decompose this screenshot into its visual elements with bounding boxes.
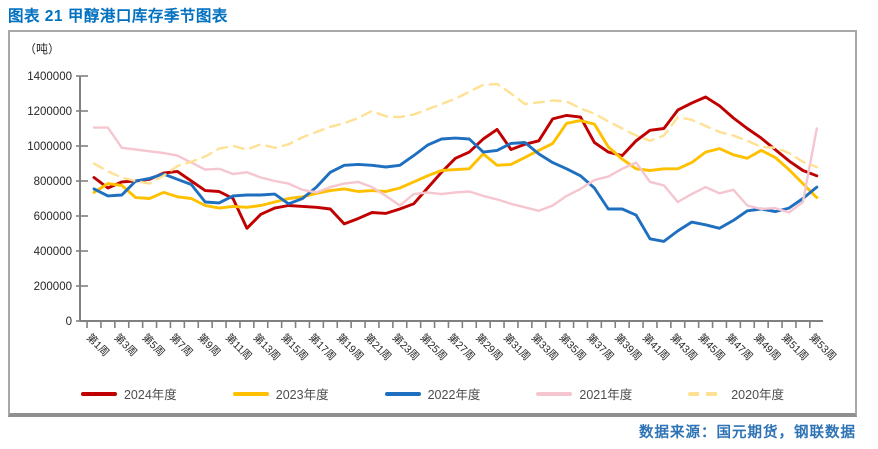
legend-item-2020: 2020年度 [688,384,784,403]
x-tick-label: 第15周 [278,331,310,363]
chart-frame: 0 200000 400000 600000 800000 1000000 1200000 1… [8,30,857,417]
legend-label-2020: 2020年度 [731,388,785,402]
series-line-2024年度 [92,95,819,230]
series-line-2023年度 [92,119,819,210]
x-tick-label: 第41周 [640,331,672,363]
data-source-note: 数据来源：国元期货，钢联数据 [639,425,856,441]
chart-legend: 2024年度 2023年度 2022年度 2021年度 2020年度 [10,384,855,403]
y-tick-label: 1200000 [27,106,72,118]
x-tick-label: 第7周 [167,331,195,359]
legend-item-2022: 2022年度 [384,384,481,403]
legend-item-2024: 2024年度 [80,384,177,403]
x-tick-label: 第5周 [139,331,167,359]
x-tick-label: 第45周 [695,331,727,363]
x-tick-label: 第3周 [112,331,140,359]
x-tick-label: 第51周 [779,331,811,363]
y-tick-label: 0 [66,316,72,328]
figure-title: 图表 21 甲醇港口库存季节图表 [8,8,228,25]
x-tick-label: 第43周 [668,331,700,363]
legend-swatch-2021 [536,391,573,396]
chart-canvas: 0 200000 400000 600000 800000 1000000 1200000 1… [27,71,839,363]
y-tick-label: 600000 [34,211,72,223]
legend-swatch-2020 [688,391,725,396]
x-tick-label: 第49周 [751,331,783,363]
x-tick-label: 第11周 [223,331,255,363]
series-line-2022年度 [92,136,819,243]
legend-label-2023: 2023年度 [275,388,329,402]
legend-swatch-2024 [80,391,117,396]
series-line-2021年度 [92,126,818,214]
x-tick-label: 第13周 [251,331,283,363]
y-axis-unit-label: （吨） [24,42,61,56]
y-tick-label: 200000 [34,281,72,293]
x-tick-label: 第39周 [612,331,644,363]
x-tick-label: 第35周 [556,331,588,363]
x-tick-label: 第23周 [390,331,422,363]
x-tick-label: 第19周 [334,331,366,363]
x-tick-label: 第29周 [473,331,505,363]
legend-swatch-2023 [232,391,269,396]
x-tick-label: 第9周 [195,331,223,359]
y-tick-label: 400000 [34,246,72,258]
legend-label-2021: 2021年度 [579,388,633,402]
chart-plot-area: 0 200000 400000 600000 800000 1000000 1200000 1… [10,32,855,377]
x-tick-label: 第37周 [584,331,616,363]
legend-swatch-2022 [384,391,421,396]
y-tick-label: 1000000 [27,141,72,153]
y-tick-label: 1400000 [27,71,72,83]
y-tick-label: 800000 [34,176,72,188]
x-tick-label: 第1周 [84,331,112,359]
x-tick-label: 第31周 [501,331,533,363]
x-tick-label: 第47周 [723,331,755,363]
x-tick-label: 第21周 [362,331,394,363]
legend-label-2024: 2024年度 [123,388,177,402]
legend-item-2021: 2021年度 [536,384,632,403]
axes: 0 200000 400000 600000 800000 1000000 1200000 1… [27,71,839,363]
legend-item-2023: 2023年度 [232,384,329,403]
x-tick-label: 第17周 [306,331,338,363]
x-tick-label: 第27周 [445,331,477,363]
x-tick-label: 第33周 [529,331,561,363]
x-tick-label: 第53周 [807,331,839,363]
legend-label-2022: 2022年度 [427,388,481,402]
x-tick-label: 第25周 [417,331,449,363]
